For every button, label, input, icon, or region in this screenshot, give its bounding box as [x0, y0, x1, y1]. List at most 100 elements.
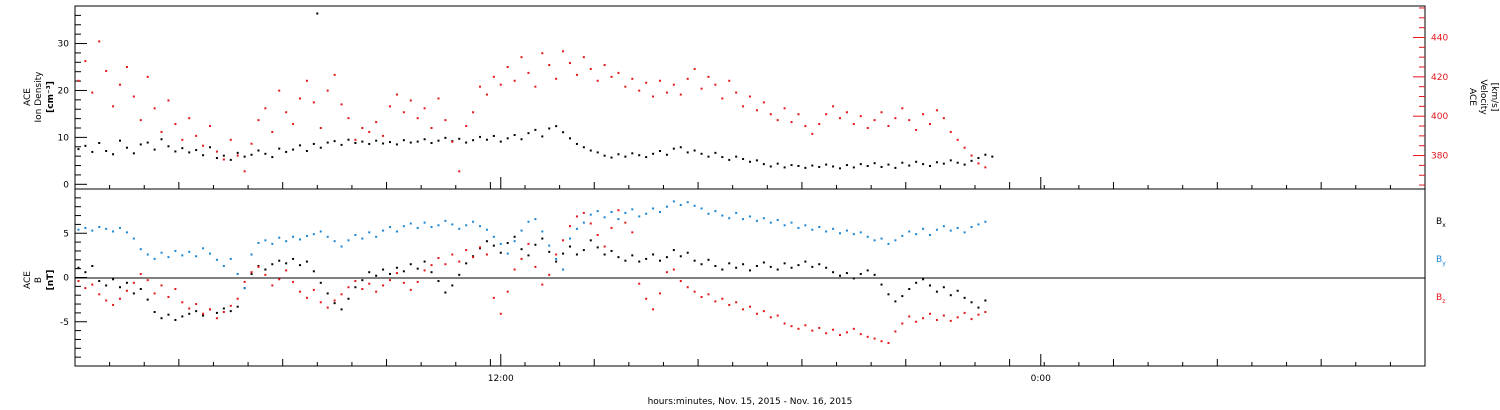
velocity-point: [755, 109, 758, 112]
bz-point: [548, 273, 551, 276]
by-point: [755, 219, 758, 222]
top-right-ylabel-line1: ACE: [1467, 88, 1477, 106]
bz-point: [672, 268, 675, 271]
bx-point: [970, 301, 973, 304]
velocity-point: [375, 121, 378, 124]
top-left-ylabel-line3: [cm⁻³]: [46, 81, 56, 113]
bx-point: [956, 289, 959, 292]
by-point: [250, 253, 253, 256]
top-left-tick-label: 0: [63, 180, 69, 190]
bz-point: [188, 307, 191, 310]
bx-point: [818, 263, 821, 266]
axes-layer: 0 10 20 30 380 400 420 440 -5 0 5 12:00 0:00: [58, 7, 1448, 384]
velocity-point: [146, 75, 149, 78]
by-point: [112, 230, 115, 233]
density-point: [845, 164, 848, 167]
bx-point: [105, 284, 108, 287]
bx-point: [749, 269, 751, 272]
by-point: [686, 201, 689, 204]
velocity-point: [437, 97, 440, 100]
bz-point: [160, 284, 163, 287]
density-point: [749, 160, 751, 163]
bx-point: [700, 263, 703, 266]
bx-point: [721, 268, 724, 271]
bz-point: [527, 242, 530, 245]
velocity-point: [929, 123, 931, 126]
bx-point: [139, 288, 142, 291]
bx-point: [915, 281, 918, 284]
bz-point: [444, 263, 447, 266]
by-point: [347, 239, 350, 242]
density-point: [167, 145, 170, 148]
by-point: [970, 226, 973, 229]
by-point: [312, 233, 315, 236]
density-point: [603, 154, 606, 157]
by-point: [811, 228, 814, 231]
density-point: [728, 158, 731, 161]
by-point: [845, 229, 848, 232]
by-point: [132, 237, 135, 240]
bz-point: [465, 249, 468, 252]
bz-point: [361, 288, 364, 291]
bx-point: [880, 283, 883, 286]
bx-point: [229, 310, 232, 313]
bx-point: [707, 258, 710, 261]
bx-point: [389, 272, 391, 275]
density-point: [119, 139, 121, 142]
velocity-point: [970, 154, 973, 157]
by-point: [527, 220, 530, 223]
velocity-point: [354, 138, 357, 141]
velocity-point: [479, 85, 481, 88]
bz-point: [776, 314, 779, 317]
by-point: [707, 212, 710, 215]
velocity-point: [894, 117, 897, 120]
velocity-point: [956, 138, 959, 141]
top-right-tick-label: 420: [1431, 73, 1448, 83]
by-point: [271, 242, 274, 245]
bz-point: [901, 322, 904, 325]
by-point: [395, 230, 398, 233]
bz-point: [811, 329, 814, 332]
bz-point: [195, 303, 198, 306]
bx-point: [91, 264, 94, 267]
bz-point: [970, 318, 973, 321]
velocity-point: [243, 170, 246, 173]
density-point: [492, 134, 495, 137]
top-right-ylabel-line3: [km/s]: [1489, 83, 1499, 112]
bx-point: [416, 267, 419, 270]
density-point: [299, 144, 301, 147]
density-point: [949, 159, 952, 162]
bx-point: [340, 308, 343, 311]
density-point: [312, 142, 315, 145]
density-point: [908, 164, 911, 167]
by-point: [645, 212, 648, 215]
bx-point: [693, 259, 696, 262]
bx-point: [942, 286, 945, 289]
by-point: [617, 218, 620, 221]
density-point: [693, 149, 696, 152]
bz-point: [949, 319, 952, 322]
bx-point: [326, 292, 329, 295]
bz-point: [402, 281, 405, 284]
x-axis-label: hours:minutes, Nov. 15, 2015 - Nov. 16, …: [648, 397, 853, 407]
velocity-point: [582, 56, 585, 59]
density-point: [479, 135, 481, 138]
velocity-point: [209, 125, 211, 128]
bx-point: [811, 265, 814, 268]
velocity-point: [202, 144, 205, 147]
by-point: [326, 235, 329, 238]
bz-point: [181, 301, 184, 304]
top-left-tick-label: 30: [58, 40, 70, 50]
bz-point: [610, 226, 613, 229]
velocity-point: [603, 64, 606, 67]
by-point: [423, 221, 426, 224]
bz-point: [215, 317, 218, 320]
density-point: [970, 159, 973, 162]
bz-point: [202, 312, 205, 315]
bx-point: [354, 286, 357, 289]
velocity-point: [125, 66, 128, 68]
velocity-point: [977, 162, 980, 165]
velocity-point: [389, 105, 391, 108]
bx-point: [949, 294, 952, 297]
